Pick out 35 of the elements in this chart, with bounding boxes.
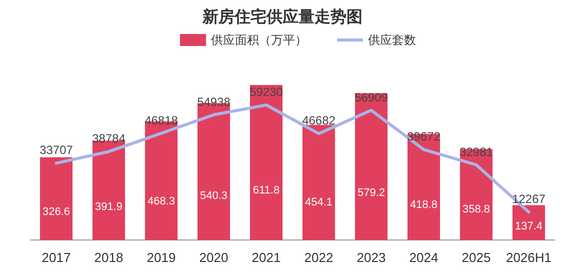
x-tick-label: 2023 — [356, 250, 386, 265]
data-label: 46682 — [302, 114, 336, 128]
bar — [250, 85, 283, 240]
data-label: 454.1 — [304, 196, 333, 208]
chart-title: 新房住宅供应量走势图 — [202, 7, 362, 26]
data-label: 391.9 — [94, 201, 123, 214]
data-label: 579.2 — [357, 186, 386, 199]
x-tick-label: 2018 — [94, 250, 124, 265]
data-label: 56909 — [354, 90, 388, 104]
x-tick-label: 2017 — [42, 250, 71, 265]
data-label: 137.4 — [514, 220, 543, 233]
bar — [302, 124, 336, 240]
legend-label: 供应面积（万平） — [211, 33, 307, 47]
data-label: 540.3 — [200, 190, 228, 202]
x-tick-label: 2024 — [409, 250, 438, 265]
data-label: 33707 — [40, 143, 74, 158]
bar — [354, 93, 388, 240]
x-tick-label: 2026H1 — [506, 250, 552, 265]
x-tick-label: 2020 — [199, 250, 228, 265]
x-tick-label: 2025 — [462, 250, 491, 265]
data-label: 59230 — [250, 85, 284, 99]
data-label: 12267 — [512, 192, 546, 206]
bar — [407, 134, 440, 240]
x-tick-label: 2022 — [304, 250, 334, 265]
x-tick-label: 2019 — [146, 250, 176, 265]
data-label: 39672 — [407, 130, 441, 144]
data-label: 326.6 — [42, 206, 70, 218]
data-label: 611.8 — [252, 184, 280, 196]
data-label: 358.8 — [462, 204, 490, 216]
data-label: 32981 — [460, 144, 494, 159]
data-label: 418.8 — [410, 199, 438, 212]
legend-label: 供应套数 — [368, 33, 416, 47]
bar — [40, 157, 73, 240]
data-label: 468.3 — [147, 195, 176, 208]
x-tick-label: 2021 — [252, 250, 281, 265]
